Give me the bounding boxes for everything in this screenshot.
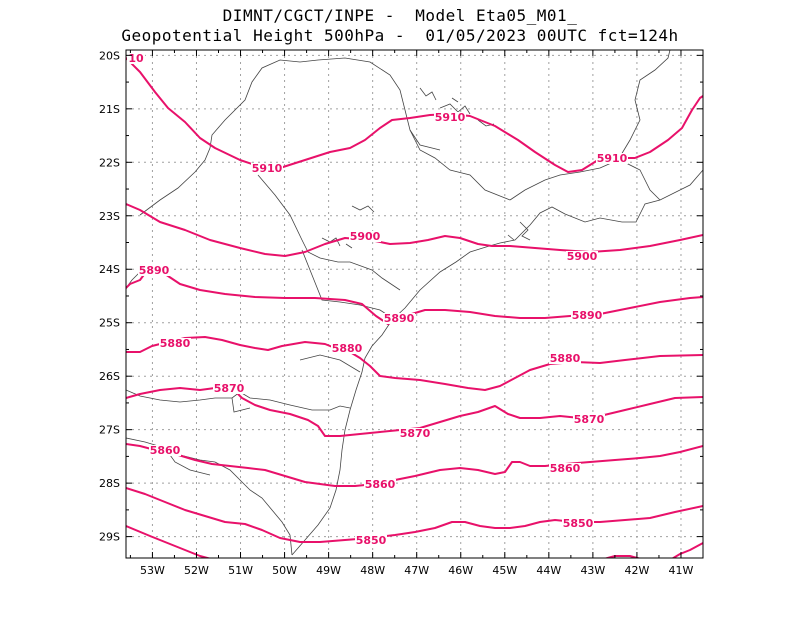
contour-label-bg (434, 112, 466, 123)
lat-tick-label: 26S (99, 370, 120, 383)
contour-label: 5890 (384, 312, 415, 325)
lon-tick-label: 47W (404, 564, 429, 577)
contour-label-bg (349, 231, 381, 242)
reservoir (321, 87, 495, 249)
contour-line (126, 57, 703, 173)
contour-label-bg (562, 518, 594, 529)
contour-label: 5870 (214, 382, 245, 395)
contour-line (126, 487, 703, 543)
lat-tick-label: 24S (99, 263, 120, 276)
contour-label-bg (549, 463, 581, 474)
state-border (509, 50, 671, 201)
lat-tick-label: 23S (99, 210, 120, 223)
contour-label-bg (159, 338, 191, 349)
map-title-line2: Geopotential Height 500hPa - 01/05/2023 … (121, 26, 679, 45)
state-border (409, 129, 661, 201)
contour-label-bg (331, 343, 363, 354)
lat-tick-label: 28S (99, 477, 120, 490)
contour-label-bg (549, 353, 581, 364)
contour-label-bg (127, 53, 145, 64)
contour-label: 5910 (597, 152, 628, 165)
contour-label-bg (573, 414, 605, 425)
lat-tick-label: 27S (99, 424, 120, 437)
contour-label-bg (251, 163, 283, 174)
contour-label: 5880 (160, 337, 191, 350)
state-border (139, 57, 511, 216)
bay-detail (507, 221, 531, 241)
lat-tick-label: 25S (99, 317, 120, 330)
lon-tick-label: 42W (624, 564, 649, 577)
contour-label: 5890 (572, 309, 603, 322)
contour-label: 5860 (150, 444, 181, 457)
lat-tick-label: 20S (99, 49, 120, 62)
height-contours (126, 57, 703, 558)
lon-tick-label: 46W (448, 564, 473, 577)
contour-label-bg (399, 428, 431, 439)
state-border (231, 354, 361, 413)
contour-line (603, 555, 642, 558)
contour-label: 5910 (252, 162, 283, 175)
contour-label-bg (383, 313, 415, 324)
contour-label-bg (213, 383, 245, 394)
contour-label-bg (364, 479, 396, 490)
lon-tick-label: 52W (184, 564, 209, 577)
map-title-line1: DIMNT/CGCT/INPE - Model Eta05_M01_ (222, 6, 578, 25)
lat-tick-label: 22S (99, 156, 120, 169)
contour-labels: 10 5910 5910 5910 5900 5900 5890 5890 5890 5880 58… (127, 52, 628, 547)
lon-tick-label: 50W (272, 564, 297, 577)
coastline-and-borders (126, 50, 703, 556)
contour-label: 5850 (356, 534, 387, 547)
contour-label: 5910 (435, 111, 466, 124)
contour-label: 5860 (365, 478, 396, 491)
map-grid (126, 50, 703, 558)
lon-tick-label: 53W (140, 564, 165, 577)
contour-label-bg (566, 251, 598, 262)
axis-ticks (126, 50, 703, 558)
contour-label: 5880 (550, 352, 581, 365)
lon-tick-label: 45W (492, 564, 517, 577)
lon-tick-label: 41W (669, 564, 694, 577)
contour-label-bg (149, 445, 181, 456)
contour-label: 5870 (400, 427, 431, 440)
state-border (257, 174, 401, 291)
coastline (291, 169, 703, 556)
contour-line (671, 542, 703, 558)
lon-tick-label: 48W (360, 564, 385, 577)
contour-label-bg (355, 535, 387, 546)
contour-label: 5900 (567, 250, 598, 263)
plot-frame (125, 49, 704, 559)
contour-label: 5900 (350, 230, 381, 243)
lat-tick-label: 21S (99, 103, 120, 116)
contour-line (126, 525, 212, 558)
longitude-labels: 53W 52W 51W 50W 49W 48W 47W 46W 45W 44W 43W 42W 41W (140, 564, 694, 577)
lon-tick-label: 51W (228, 564, 253, 577)
lon-tick-label: 49W (316, 564, 341, 577)
contour-label: 5860 (550, 462, 581, 475)
lat-tick-label: 29S (99, 531, 120, 544)
contour-label-bg (596, 153, 628, 164)
contour-label: 5870 (574, 413, 605, 426)
contour-line (126, 336, 703, 391)
contour-label: 5850 (563, 517, 594, 530)
latitude-labels: 20S 21S 22S 23S 24S 25S 26S 27S 28S 29S (99, 49, 120, 543)
contour-line (126, 443, 703, 487)
contour-label: 5890 (139, 264, 170, 277)
contour-label-bg (138, 265, 170, 276)
lon-tick-label: 44W (536, 564, 561, 577)
contour-label-bg (571, 310, 603, 321)
contour-label: 10 (128, 52, 144, 65)
state-border (301, 249, 393, 319)
contour-line (126, 203, 703, 257)
lon-tick-label: 43W (580, 564, 605, 577)
contour-label: 5880 (332, 342, 363, 355)
